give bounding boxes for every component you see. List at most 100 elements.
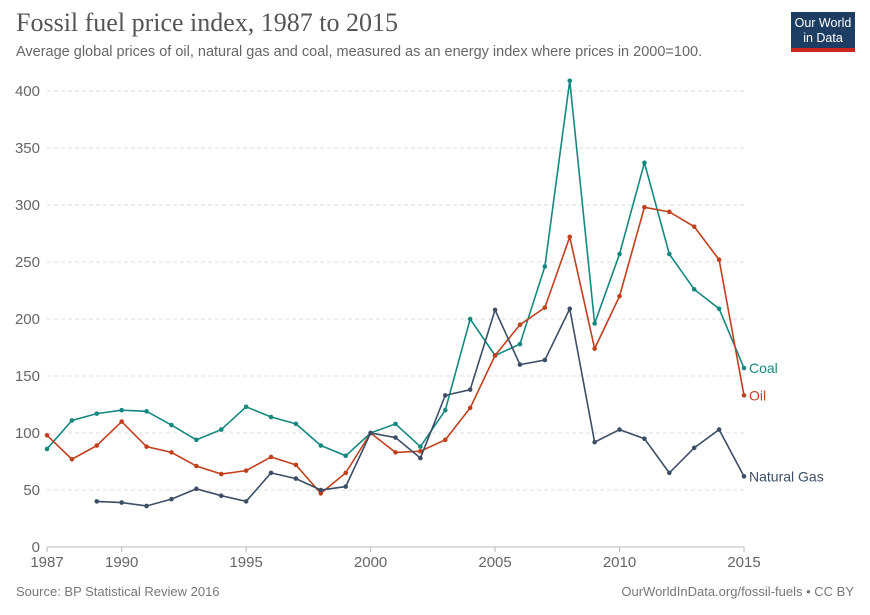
data-point-natural-gas — [343, 484, 349, 489]
data-point-natural-gas — [592, 439, 597, 445]
data-point-oil — [268, 454, 274, 460]
series-line-coal — [46, 80, 745, 457]
data-point-natural-gas — [617, 427, 622, 432]
data-point-coal — [69, 418, 75, 423]
owid-logo[interactable]: Our World in Data — [791, 12, 855, 52]
data-point-oil — [243, 468, 249, 473]
data-point-oil — [94, 443, 100, 448]
data-point-oil — [343, 470, 349, 476]
y-tick-label: 400 — [15, 83, 40, 100]
x-tick-label: 2010 — [603, 554, 636, 571]
data-point-coal — [318, 443, 324, 448]
data-point-oil — [218, 471, 224, 477]
data-point-coal — [119, 407, 124, 413]
x-tick-label: 1990 — [105, 554, 138, 571]
data-point-oil — [393, 450, 398, 455]
data-point-coal — [467, 316, 473, 322]
data-point-natural-gas — [169, 496, 174, 502]
x-tick-label: 2005 — [478, 554, 511, 571]
data-point-natural-gas — [119, 500, 124, 505]
data-point-natural-gas — [667, 470, 672, 476]
data-point-oil — [44, 432, 50, 438]
data-point-oil — [418, 448, 423, 454]
data-point-natural-gas — [368, 430, 373, 436]
data-point-coal — [218, 427, 224, 432]
data-point-natural-gas — [642, 436, 647, 442]
data-point-natural-gas — [517, 362, 523, 367]
data-point-oil — [492, 353, 498, 358]
data-point-coal — [542, 264, 548, 269]
series-label-natural-gas: Natural Gas — [749, 468, 824, 484]
data-point-coal — [667, 251, 672, 257]
x-tick-label: 1995 — [229, 554, 262, 571]
credit-link[interactable]: OurWorldInData.org/fossil-fuels • CC BY — [621, 584, 854, 599]
data-point-oil — [517, 322, 523, 328]
y-tick-label: 200 — [15, 311, 40, 328]
y-tick-label: 250 — [15, 254, 40, 271]
data-point-coal — [716, 306, 722, 312]
x-tick-label: 2015 — [727, 554, 760, 571]
data-point-oil — [442, 437, 448, 443]
data-point-natural-gas — [442, 393, 448, 398]
chart-subtitle: Average global prices of oil, natural ga… — [16, 44, 703, 60]
data-point-natural-gas — [393, 435, 398, 440]
data-point-coal — [567, 78, 573, 84]
data-point-oil — [567, 234, 573, 240]
chart-title: Fossil fuel price index, 1987 to 2015 — [16, 8, 399, 37]
data-point-coal — [617, 251, 622, 257]
y-tick-label: 350 — [15, 140, 40, 157]
data-point-coal — [592, 321, 597, 326]
data-point-oil — [617, 293, 622, 299]
y-tick-label: 0 — [32, 539, 40, 556]
data-point-natural-gas — [691, 445, 697, 451]
data-point-oil — [119, 419, 124, 424]
data-point-coal — [741, 365, 747, 371]
data-point-coal — [343, 453, 349, 459]
data-point-natural-gas — [542, 357, 548, 363]
data-point-oil — [592, 346, 597, 351]
data-point-natural-gas — [94, 499, 100, 504]
data-point-coal — [268, 414, 274, 420]
data-point-coal — [243, 404, 249, 410]
data-point-coal — [418, 444, 423, 449]
data-point-coal — [169, 422, 174, 428]
y-tick-label: 50 — [23, 482, 40, 499]
data-point-oil — [667, 209, 672, 215]
data-point-natural-gas — [492, 307, 498, 313]
data-point-natural-gas — [567, 306, 573, 312]
data-point-oil — [691, 224, 697, 229]
data-point-oil — [293, 462, 299, 468]
data-point-coal — [517, 341, 523, 347]
data-point-coal — [442, 407, 448, 413]
data-point-natural-gas — [293, 476, 299, 481]
series-label-coal: Coal — [749, 360, 778, 376]
data-point-oil — [642, 204, 647, 210]
data-point-oil — [144, 444, 149, 449]
series-line-natural-gas — [96, 306, 745, 507]
source-note: Source: BP Statistical Review 2016 — [16, 584, 220, 599]
data-point-coal — [691, 287, 697, 292]
data-point-natural-gas — [194, 486, 199, 492]
data-point-natural-gas — [716, 427, 722, 432]
data-point-coal — [94, 411, 100, 416]
y-tick-label: 100 — [15, 425, 40, 442]
y-tick-label: 300 — [15, 197, 40, 214]
data-point-coal — [642, 160, 647, 166]
x-tick-label: 2000 — [354, 554, 387, 571]
data-point-oil — [69, 456, 75, 462]
series-label-oil: Oil — [749, 387, 766, 403]
data-point-natural-gas — [243, 499, 249, 504]
data-point-natural-gas — [268, 470, 274, 476]
x-tick-label: 1987 — [30, 554, 63, 571]
data-point-natural-gas — [741, 474, 747, 479]
data-point-natural-gas — [318, 487, 324, 493]
data-point-oil — [318, 491, 324, 496]
data-point-coal — [44, 446, 50, 452]
data-point-coal — [293, 421, 299, 427]
data-point-oil — [194, 463, 199, 469]
data-point-oil — [741, 393, 747, 398]
data-point-oil — [716, 257, 722, 263]
data-point-coal — [144, 409, 149, 414]
